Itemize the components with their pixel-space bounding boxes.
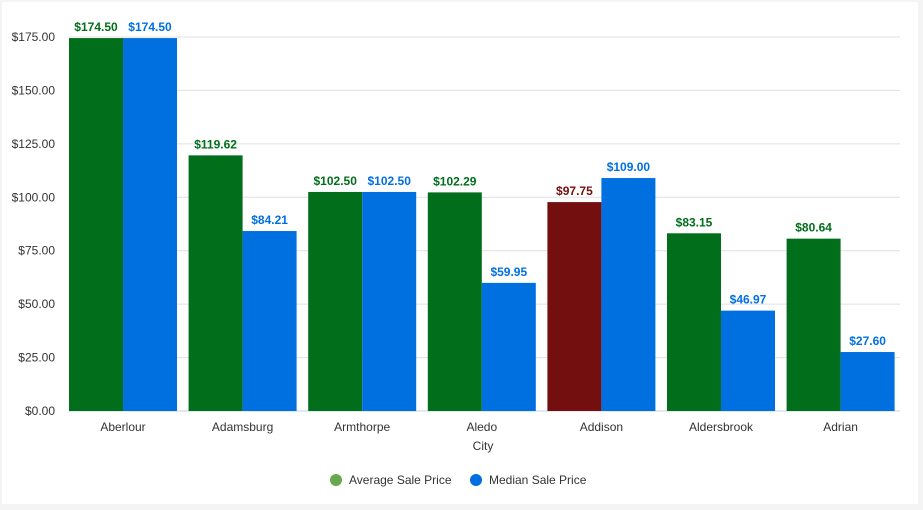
legend-marker: [470, 474, 482, 486]
data-label: $59.95: [490, 265, 527, 279]
data-label: $27.60: [849, 334, 886, 348]
y-tick-label: $25.00: [18, 351, 55, 365]
bar: [786, 238, 841, 411]
bar: [242, 231, 297, 411]
y-tick-label: $50.00: [18, 297, 55, 311]
data-label: $174.50: [74, 20, 118, 34]
bar: [308, 191, 363, 411]
legend-label: Average Sale Price: [349, 473, 452, 487]
x-tick-label: Addison: [580, 420, 623, 434]
data-label: $97.75: [556, 184, 593, 198]
y-tick-label: $100.00: [12, 190, 56, 204]
bar-chart: $0.00 $25.00 $50.00 $75.00 $100.00 $125.00 $15…: [12, 20, 900, 487]
legend-marker: [330, 474, 342, 486]
data-label: $84.21: [251, 213, 288, 227]
bar: [427, 192, 482, 411]
legend-label: Median Sale Price: [489, 473, 587, 487]
x-tick-label: Armthorpe: [334, 420, 390, 434]
bar: [188, 155, 243, 411]
bar: [601, 178, 656, 411]
bar: [547, 202, 602, 411]
bar: [667, 233, 721, 411]
x-tick-label: Aldersbrook: [689, 420, 754, 434]
x-tick-label: Adrian: [823, 420, 858, 434]
x-tick-label: Aberlour: [100, 420, 145, 434]
data-label: $174.50: [128, 20, 172, 34]
bar: [123, 38, 177, 411]
bar: [840, 352, 895, 411]
y-tick-label: $150.00: [12, 83, 56, 97]
x-tick-label: Aledo: [466, 420, 497, 434]
data-label: $80.64: [795, 221, 832, 235]
y-tick-label: $0.00: [25, 404, 55, 418]
data-label: $102.29: [433, 174, 477, 188]
bar: [362, 191, 417, 411]
data-label: $119.62: [194, 137, 237, 151]
data-label: $109.00: [607, 160, 651, 174]
data-label: $46.97: [730, 293, 767, 307]
y-tick-label: $125.00: [12, 137, 56, 151]
x-tick-label: Adamsburg: [212, 420, 273, 434]
y-tick-label: $175.00: [12, 30, 56, 44]
x-axis-title: City: [473, 439, 494, 453]
data-label: $102.50: [314, 174, 358, 188]
data-label: $102.50: [368, 174, 412, 188]
data-label: $83.15: [676, 215, 713, 229]
bar: [69, 38, 123, 411]
y-tick-label: $75.00: [18, 244, 55, 258]
bar: [481, 282, 536, 411]
bar: [721, 310, 775, 411]
chart-card: $0.00 $25.00 $50.00 $75.00 $100.00 $125.00 $15…: [2, 2, 918, 504]
